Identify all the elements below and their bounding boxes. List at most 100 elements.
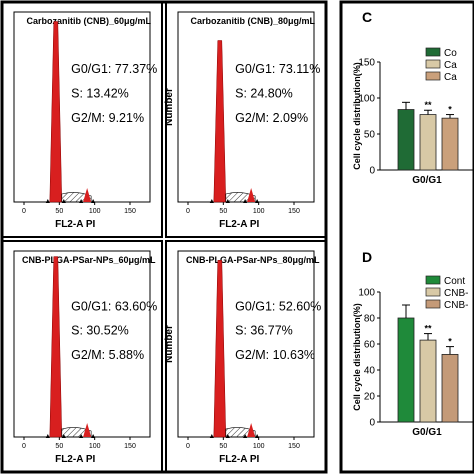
stat-g0g1: G0/G1: 73.11% [235,62,320,76]
s-phase-area [225,427,256,438]
gate-marker [61,199,66,203]
bar-2 [419,339,437,423]
panel-label: D [362,249,372,265]
stat-g0g1: G0/G1: 77.37% [71,62,157,76]
flow-xtick-label: 0 [22,208,26,215]
bar-chart-D: D 0 20 40 60 80 100 Cell cycle distribution(%) *… [352,249,474,438]
legend-label: Ca [444,60,457,71]
significance-mark: ** [424,324,432,334]
flow-xtick-label: 50 [219,208,227,215]
legend-swatch [425,71,441,81]
significance-mark: ** [424,100,432,110]
gate-marker [209,199,214,203]
g2-peak [247,423,256,437]
stat-s: S: 24.80% [235,87,293,101]
flow-cell-border [165,1,327,238]
flow-xlabel: FL2-A PI [55,219,95,230]
g2-peak [247,188,256,202]
y-tick-label: 80 [364,314,376,325]
flow-title: Carbozanitib (CNB)_80μg/mL [191,16,316,26]
flow-xlabel: FL2-A PI [55,454,95,465]
legend-label: CNB- [444,288,468,299]
flow-xtick-label: 150 [288,208,300,215]
category-label: G0/G1 [412,427,442,438]
gate-marker [209,434,214,438]
bar-1 [397,317,415,423]
y-tick-label: 20 [364,392,376,403]
flow-xtick-label: 50 [55,208,63,215]
stat-s: S: 30.52% [71,324,129,338]
y-axis-label: Cell cycle distribution(%) [352,62,362,170]
gate-marker [61,434,66,438]
flow-plot-frame [177,11,315,203]
flow-title: Carbozanitib (CNB)_60μg/mL [27,16,152,26]
gate-marker [79,434,84,438]
s-phase-area [61,192,92,203]
flow-plot-frame [177,250,315,438]
gate-marker [91,434,96,438]
legend-label: CNB- [444,300,468,311]
y-tick-label: 100 [358,288,375,299]
gate-marker [45,434,50,438]
y-tick-label: 150 [358,58,375,69]
stat-g2m: G2/M: 5.88% [71,348,144,362]
y-tick-label: 0 [369,418,375,429]
y-tick-label: 60 [364,340,376,351]
gate-marker [45,199,50,203]
flow-histogram-4: CNB-PLGA-PSar-NPs_80μg/mL G0/G1: 52.60% S:… [164,240,327,473]
category-label: G0/G1 [412,175,442,186]
gate-marker [243,199,248,203]
flow-xlabel: FL2-A PI [219,454,259,465]
legend-label: Ca [444,72,457,83]
y-tick-label: 0 [369,166,375,177]
flow-xtick-label: 150 [124,208,136,215]
flow-xlabel: FL2-A PI [219,219,259,230]
significance-mark: * [448,337,452,347]
flow-xtick-label: 100 [253,443,265,450]
legend-label: Co [444,48,457,59]
flow-xtick-label: 150 [288,443,300,450]
flow-xtick-label: 100 [89,208,101,215]
bar-1 [397,109,415,171]
bar-panel-border [339,0,474,474]
bar-3 [441,353,459,423]
legend-swatch [425,287,441,297]
flow-plot-frame [13,11,151,203]
flow-ylabel: Number [164,88,175,126]
flow-xtick-label: 50 [219,443,227,450]
s-phase-area [225,192,256,203]
bar-2 [419,114,437,171]
stat-g0g1: G0/G1: 52.60% [235,300,321,314]
flow-cell-border [1,1,163,238]
significance-mark: * [448,105,452,115]
flow-xtick-label: 100 [89,443,101,450]
flow-histogram-1: Carbozanitib (CNB)_60μg/mL G0/G1: 77.37% S… [1,1,163,238]
flow-xtick-label: 0 [186,443,190,450]
g2-peak [83,423,92,437]
stat-s: S: 13.42% [71,87,129,101]
stat-s: S: 36.77% [235,324,293,338]
flow-title: CNB-PLGA-PSar-NPs_60μg/mL [22,255,156,265]
y-tick-label: 40 [364,366,376,377]
flow-histogram-3: CNB-PLGA-PSar-NPs_60μg/mL G0/G1: 63.60% S:… [1,240,163,473]
g1-peak [213,40,227,203]
legend-label: Cont [444,276,465,287]
gate-marker [243,434,248,438]
g1-peak [213,260,227,438]
gate-marker [255,434,260,438]
flow-xtick-label: 0 [22,443,26,450]
flow-ylabel: Number [164,325,175,363]
flow-xtick-label: 0 [186,208,190,215]
g2-peak [83,188,92,202]
bar-3 [441,117,459,171]
flow-histogram-2: Carbozanitib (CNB)_80μg/mL G0/G1: 73.11% S… [164,1,327,238]
y-tick-label: 100 [358,94,375,105]
flow-xtick-label: 50 [55,443,63,450]
legend-swatch [425,299,441,309]
legend-swatch [425,59,441,69]
s-phase-area [61,427,92,438]
g1-peak [49,256,63,438]
